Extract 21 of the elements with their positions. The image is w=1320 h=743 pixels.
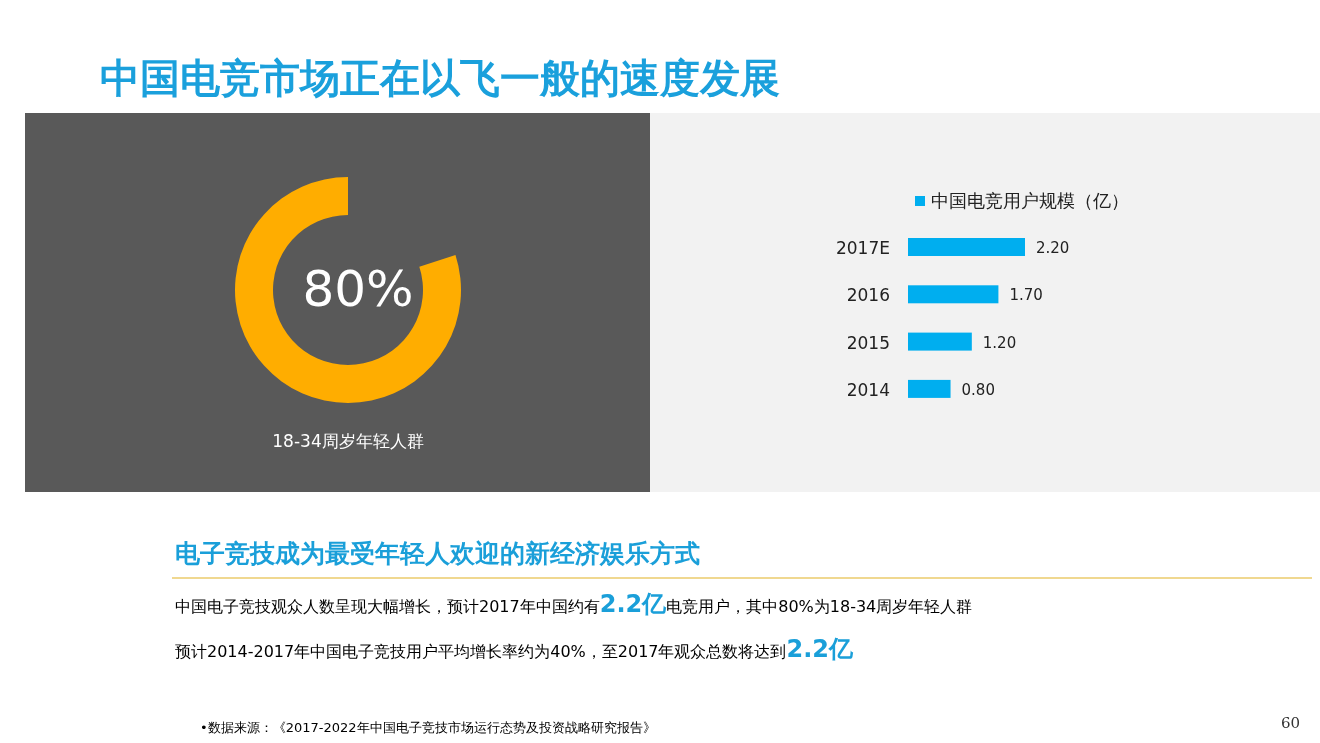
text: 中国电竞市场正在以飞一般的速度发展: [100, 55, 780, 101]
text: 60: [1280, 714, 1300, 732]
legend-label: 中国电竞用户规模（亿）: [931, 190, 1129, 211]
bar: [908, 238, 1025, 256]
bar: [908, 332, 972, 351]
bar: [908, 285, 999, 304]
data-label: 1.20: [982, 333, 1017, 352]
text: 电子竞技成为最受年轻人欢迎的新经济娱乐方式: [175, 539, 700, 568]
y-tick-label: 2017E: [835, 238, 890, 258]
data-label: 0.80: [961, 380, 995, 399]
data-label: 1.70: [1009, 286, 1043, 305]
bar: [908, 379, 951, 398]
text: 预计2014-2017年中国电子竞技用户平均增长率约为40%，至2017年观众总数将达到2.2亿: [175, 635, 855, 663]
y-tick-label: 2016: [846, 285, 890, 306]
y-tick-label: 2014: [846, 379, 890, 400]
text: 中国电子竞技观众人数呈现大幅增长，预计2017年中国约有2.2亿电竞用户，其中80%为18-34周岁年轻人群: [175, 590, 973, 618]
data-label: 2.20: [1036, 239, 1070, 257]
text: •数据来源：《2017-2022年中国电子竞技市场运行态势及投资战略研究报告》: [200, 720, 656, 735]
y-tick-label: 2015: [846, 332, 890, 353]
data-label: 80%: [302, 260, 414, 318]
slice-label: 18-34周岁年轻人群: [272, 431, 424, 451]
